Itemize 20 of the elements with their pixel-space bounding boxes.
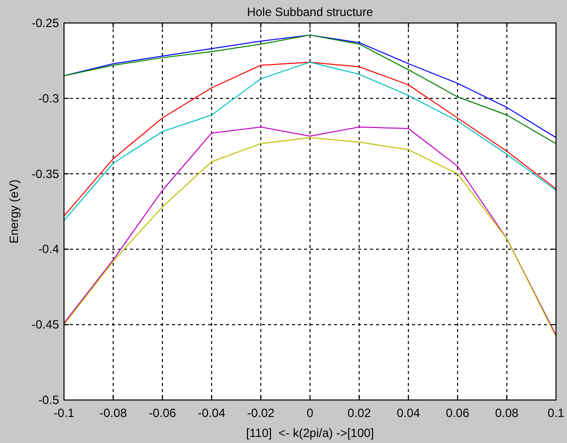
x-tick-label: -0.02 — [247, 406, 275, 420]
y-tick-label: -0.35 — [32, 166, 60, 181]
x-tick-label: 0 — [306, 406, 314, 420]
x-tick-label: 0.06 — [446, 406, 470, 420]
x-axis-title: [110] <- k(2pi/a) ->[100] — [246, 426, 374, 440]
x-tick-label: 0.08 — [495, 406, 519, 420]
x-tick-label: 0.04 — [396, 406, 420, 420]
x-tick-label: -0.1 — [54, 406, 75, 420]
y-tick-label: -0.45 — [32, 318, 60, 332]
x-tick-label: -0.04 — [198, 406, 226, 420]
x-tick-label: 0.1 — [548, 406, 565, 420]
y-tick-label: -0.3 — [38, 91, 60, 106]
x-tick-label: 0.02 — [348, 406, 372, 420]
x-tick-label: -0.06 — [148, 406, 176, 420]
chart-title: Hole Subband structure — [246, 5, 374, 19]
x-tick-label: -0.08 — [100, 406, 128, 420]
y-axis-title: Energy (eV) — [7, 179, 21, 244]
y-tick-label: -0.25 — [32, 16, 60, 30]
y-tick-label: -0.4 — [38, 242, 60, 256]
y-tick-label: -0.5 — [38, 393, 60, 407]
